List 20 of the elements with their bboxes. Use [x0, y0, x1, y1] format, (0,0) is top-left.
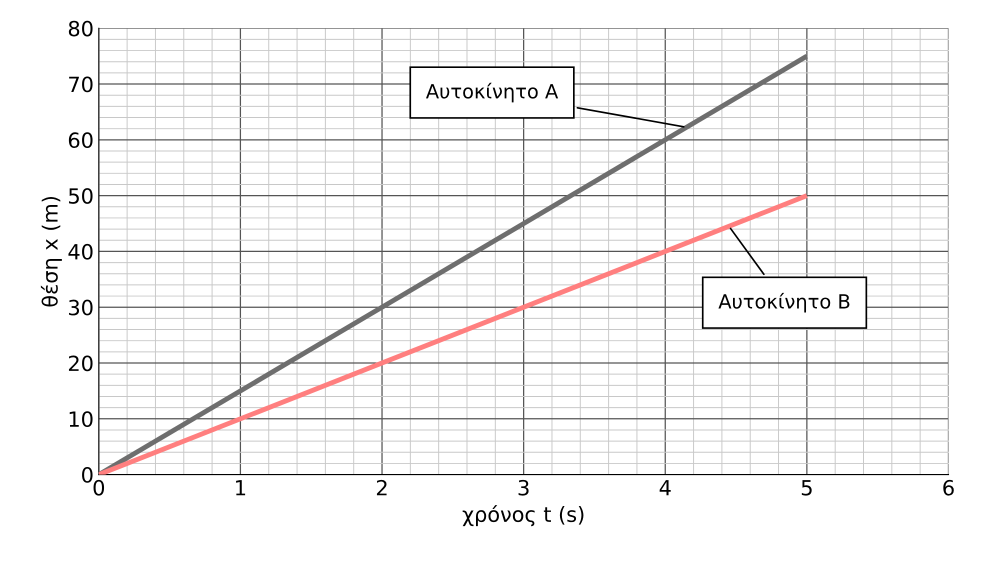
x-tick-label: 5 [802, 480, 812, 496]
x-tick-label: 3 [518, 480, 529, 496]
y-tick-label: 40 [68, 244, 93, 260]
y-tick-label: 20 [68, 355, 93, 372]
x-tick-label: 1 [236, 480, 246, 496]
y-tick-label: 10 [70, 411, 93, 428]
x-tick-label: 4 [660, 480, 671, 496]
annotation: Αυτοκίνητο Β [718, 292, 850, 313]
x-axis-title: χρόνος t (s) [462, 505, 584, 526]
annotation: Αυτοκίνητο Α [426, 82, 558, 102]
x-tick-label: 2 [376, 480, 387, 496]
y-tick-label: 50 [69, 188, 93, 204]
x-tick-label: 6 [943, 480, 954, 496]
y-tick-label: 30 [69, 300, 93, 316]
x-tick-label: 0 [94, 480, 104, 496]
y-tick-label: 80 [68, 20, 93, 36]
y-tick-label: 70 [69, 76, 93, 92]
y-tick-label: 0 [82, 467, 93, 483]
y-tick-label: 60 [68, 132, 93, 148]
y-axis-title: θέση x (m) [40, 196, 62, 307]
